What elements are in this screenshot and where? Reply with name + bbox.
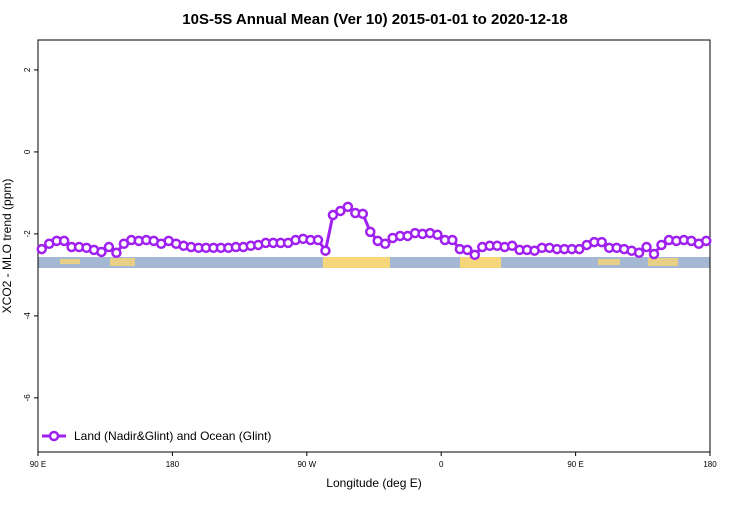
y-tick-label: -2 [23, 230, 32, 238]
data-point [633, 247, 645, 259]
x-tick-label: 90 W [297, 460, 316, 469]
data-point [648, 248, 660, 260]
legend: Land (Nadir&Glint) and Ocean (Glint) [42, 429, 271, 443]
map-strip [38, 257, 710, 268]
data-point [641, 241, 652, 253]
y-tick-label: -4 [23, 312, 32, 320]
legend-label: Land (Nadir&Glint) and Ocean (Glint) [74, 429, 271, 443]
data-point [96, 246, 107, 258]
data-point [111, 247, 122, 259]
y-tick-label: 0 [23, 149, 32, 154]
data-point [574, 243, 585, 255]
data-point [506, 240, 518, 252]
data-point [342, 201, 354, 213]
data-point [596, 236, 607, 248]
data-point [36, 243, 47, 255]
data-point [357, 208, 369, 220]
x-tick-label: 180 [703, 460, 717, 469]
data-point [447, 234, 458, 246]
data-point [656, 239, 667, 251]
data-point [312, 234, 324, 246]
data-point [103, 241, 115, 253]
data-point [469, 249, 481, 261]
y-tick-label: -6 [23, 394, 32, 402]
data-point [379, 238, 391, 249]
x-tick-label: 0 [439, 460, 444, 469]
data-point [432, 229, 443, 240]
data-point [320, 245, 331, 256]
data-point [58, 235, 70, 247]
chart-title: 10S-5S Annual Mean (Ver 10) 2015-01-01 t… [182, 11, 567, 28]
x-axis-label: Longitude (deg E) [326, 476, 421, 490]
data-point [462, 244, 473, 256]
y-tick-label: 2 [23, 67, 32, 72]
data-point [327, 209, 339, 221]
x-tick-label: 90 E [30, 460, 46, 469]
data-point [701, 235, 712, 247]
x-tick-label: 180 [166, 460, 180, 469]
data-point [365, 226, 376, 238]
y-axis-label: XCO2 - MLO trend (ppm) [0, 179, 14, 314]
x-tick-label: 90 E [567, 460, 583, 469]
data-point [335, 205, 346, 217]
